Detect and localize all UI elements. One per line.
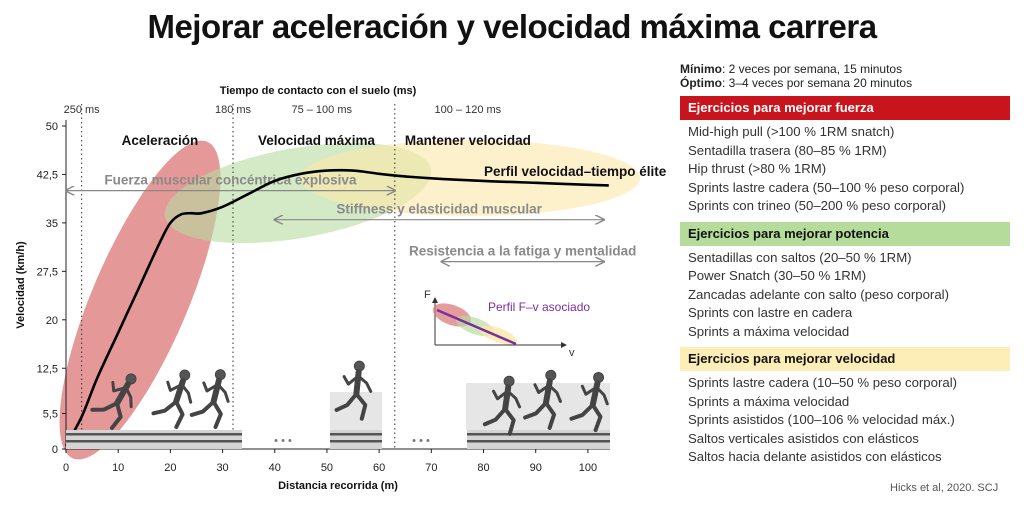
x-tick-label: 90 bbox=[530, 462, 542, 474]
top-axis-label: Tiempo de contacto con el suelo (ms) bbox=[220, 85, 417, 97]
y-tick-label: 27,5 bbox=[37, 266, 58, 278]
section-header: Ejercicios para mejorar fuerza bbox=[680, 96, 1010, 120]
exercise-item: Sprints asistidos (100–106 % velocidad m… bbox=[688, 412, 955, 427]
runner-figure bbox=[151, 369, 193, 430]
inset-f-axis: F bbox=[424, 289, 431, 301]
runner-figure bbox=[523, 369, 562, 430]
phase-label: Velocidad máxima bbox=[258, 133, 376, 148]
series-label-elite: Perfil velocidad–tiempo élite bbox=[484, 164, 667, 179]
y-axis-label: Velocidad (km/h) bbox=[15, 241, 27, 329]
x-tick-label: 10 bbox=[112, 462, 124, 474]
phase-label: Aceleración bbox=[122, 133, 199, 148]
fv-inset: F v Perfil F–v asociado bbox=[424, 289, 590, 359]
runner-figure bbox=[334, 360, 373, 421]
exercise-item: Power Snatch (30–50 % 1RM) bbox=[688, 268, 867, 283]
x-tick-label: 60 bbox=[373, 462, 385, 474]
x-tick-label: 40 bbox=[269, 462, 281, 474]
contact-time-label: 180 ms bbox=[215, 104, 252, 116]
exercise-item: Sprints a máxima velocidad bbox=[688, 393, 850, 409]
contact-time-label: 75 – 100 ms bbox=[291, 104, 352, 116]
y-tick-label: 5,5 bbox=[43, 408, 58, 420]
zone-velocidad bbox=[300, 140, 640, 216]
frequency-opt: Óptimo: 3–4 veces por semana 20 minutos bbox=[680, 76, 913, 90]
exercise-list: Sprints lastre cadera (10–50 % peso corp… bbox=[680, 371, 1010, 467]
y-tick-label: 20 bbox=[46, 315, 58, 327]
exercise-item: Mid-high pull (>100 % 1RM snatch) bbox=[688, 124, 895, 139]
y-tick-label: 50 bbox=[46, 121, 58, 133]
x-tick-label: 70 bbox=[425, 462, 437, 474]
exercise-item: Zancadas adelante con salto (peso corpor… bbox=[688, 286, 949, 302]
exercise-item: Sprints a máxima velocidad bbox=[688, 323, 850, 339]
exercise-item: Sprints con trineo (50–200 % peso corpor… bbox=[688, 198, 947, 213]
inset-v-axis: v bbox=[569, 347, 575, 359]
contact-time-label: 250 ms bbox=[64, 104, 101, 116]
x-tick-label: 100 bbox=[579, 462, 597, 474]
exercise-panel: Mínimo: 2 veces por semana, 15 minutos Ó… bbox=[680, 62, 1010, 467]
exercise-item: Sprints lastre cadera (10–50 % peso corp… bbox=[688, 375, 958, 390]
y-tick-label: 0 bbox=[52, 444, 58, 456]
gap-mark-2: • • • bbox=[412, 435, 430, 447]
inset-fv-line bbox=[436, 308, 517, 346]
x-tick-label: 50 bbox=[321, 462, 333, 474]
frequency-min: Mínimo: 2 veces por semana, 15 minutos bbox=[680, 62, 903, 76]
quality-arrow-label: Stiffness y elasticidad muscular bbox=[336, 202, 542, 217]
x-tick-label: 80 bbox=[477, 462, 489, 474]
exercise-item: Sentadillas con saltos (20–50 % 1RM) bbox=[688, 249, 912, 265]
runner-figure bbox=[482, 375, 522, 436]
y-tick-label: 42,5 bbox=[37, 169, 58, 181]
x-tick-label: 20 bbox=[164, 462, 176, 474]
page-title: Mejorar aceleración y velocidad máxima c… bbox=[147, 8, 877, 45]
phase-label: Mantener velocidad bbox=[405, 133, 531, 148]
runner-figure bbox=[569, 371, 609, 433]
runner-figure bbox=[189, 369, 230, 430]
velocity-chart: 0 5,5 12,5 20 27,5 35 42,5 50 0 10 20 30 40 50 60 70 80… bbox=[15, 85, 667, 492]
source-credit: Hicks et al, 2020. SCJ bbox=[890, 482, 999, 494]
y-tick-label: 12,5 bbox=[37, 363, 58, 375]
exercise-item: Hip thrust (>80 % 1RM) bbox=[688, 161, 827, 176]
section-header: Ejercicios para mejorar potencia bbox=[680, 221, 1010, 246]
exercise-item: Saltos verticales asistidos con elástico… bbox=[688, 430, 919, 446]
x-tick-label: 0 bbox=[63, 462, 69, 474]
quality-arrow-label: Resistencia a la fatiga y mentalidad bbox=[409, 244, 636, 259]
runner-figure bbox=[90, 373, 137, 430]
exercise-item: Sprints lastre cadera (50–100 % peso cor… bbox=[688, 179, 965, 195]
exercise-item: Saltos hacia delante asistidos con elást… bbox=[688, 449, 942, 464]
gap-mark-1: • • • bbox=[274, 435, 292, 447]
inset-label: Perfil F–v asociado bbox=[488, 300, 590, 314]
x-tick-label: 30 bbox=[216, 462, 228, 474]
exercise-list: Sentadillas con saltos (20–50 % 1RM) Powe… bbox=[680, 246, 1010, 342]
exercise-item: Sprints con lastre en cadera bbox=[688, 305, 853, 320]
quality-arrow-label: Fuerza muscular concéntrica explosiva bbox=[104, 173, 357, 188]
contact-time-label: 100 – 120 ms bbox=[435, 104, 502, 116]
section-header: Ejercicios para mejorar velocidad bbox=[680, 347, 1010, 371]
y-tick-label: 35 bbox=[46, 218, 58, 230]
exercise-list: Mid-high pull (>100 % 1RM snatch) Sentadi… bbox=[680, 120, 1010, 216]
x-axis-label: Distancia recorrida (m) bbox=[278, 480, 398, 492]
series-line-elite bbox=[64, 168, 609, 447]
exercise-item: Sentadilla trasera (80–85 % 1RM) bbox=[688, 142, 887, 158]
